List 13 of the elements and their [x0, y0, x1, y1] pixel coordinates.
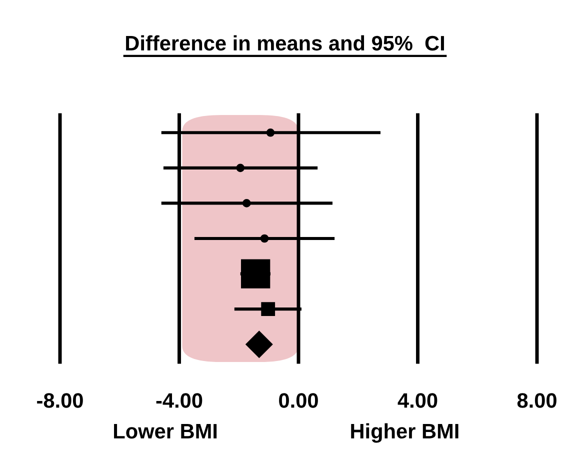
text: Higher BMI	[351, 423, 458, 443]
point	[266, 128, 275, 137]
chart-title: Difference in means and 95% CI	[126, 35, 444, 51]
text: Lower BMI	[114, 424, 217, 439]
point	[242, 199, 251, 208]
x-tick-label: -4.00	[156, 393, 202, 408]
point	[246, 330, 273, 358]
x-tick-label: 0.00	[279, 393, 318, 408]
point	[260, 234, 269, 243]
x-tick-label: 8.00	[517, 393, 556, 408]
x-tick-label: 4.00	[398, 393, 438, 408]
point	[236, 164, 245, 172]
x-tick-label: -8.00	[37, 393, 83, 408]
